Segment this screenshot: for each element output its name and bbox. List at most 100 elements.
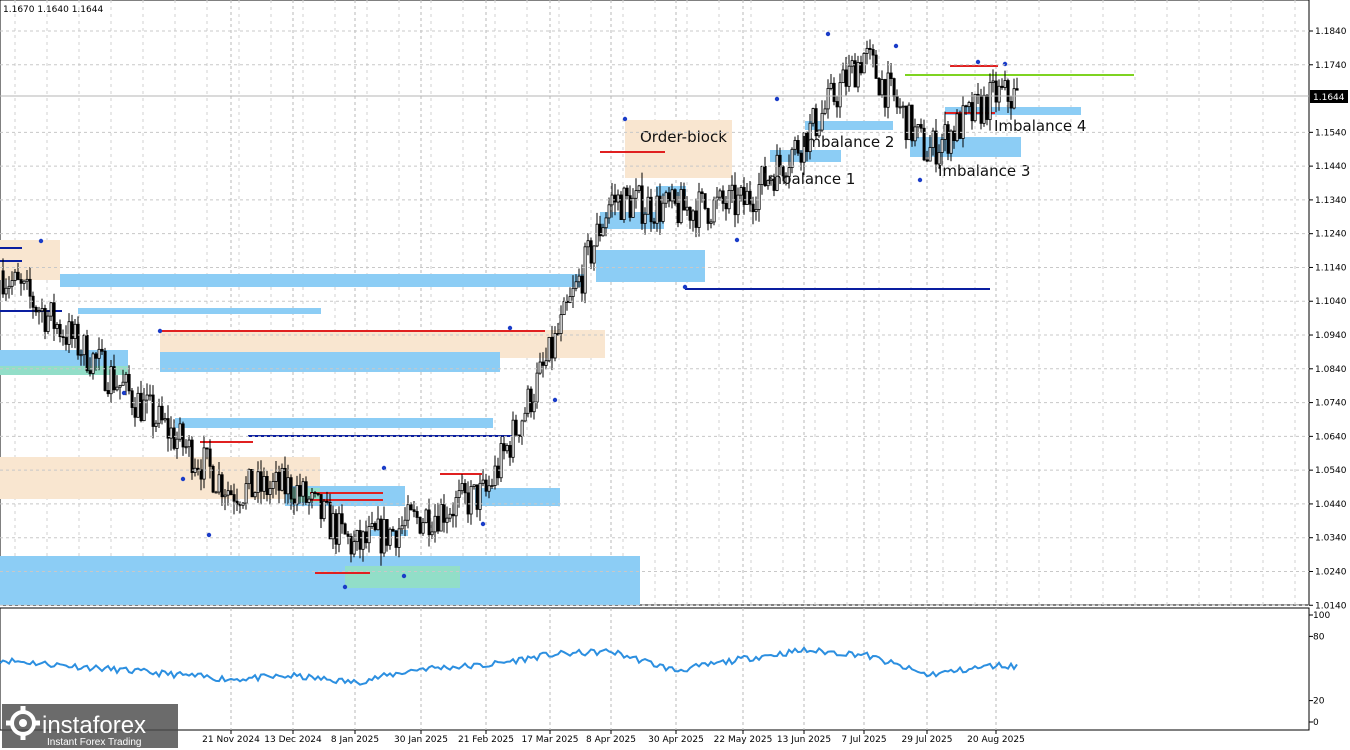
price-tick-label: 1.0640	[1315, 432, 1347, 442]
candle-body	[325, 500, 329, 503]
candle-body	[742, 187, 746, 205]
candle-body	[322, 500, 326, 520]
candle-body	[382, 519, 386, 554]
candle-body	[148, 394, 152, 397]
candle-body	[712, 199, 716, 223]
price-tick-label: 1.1540	[1315, 128, 1347, 138]
price-tick-label: 1.1240	[1315, 230, 1347, 240]
candle-body	[1006, 80, 1010, 102]
candle-body	[565, 300, 569, 303]
candle-body	[334, 513, 338, 545]
time-tick-label: 21 Nov 2024	[202, 735, 260, 745]
candle-body	[655, 195, 659, 224]
candle-body	[700, 191, 704, 194]
candle-body	[232, 494, 236, 502]
candle-body	[64, 337, 68, 345]
candle-body	[340, 513, 344, 525]
candle-body	[838, 82, 842, 108]
candle-body	[175, 438, 179, 449]
candle-body	[379, 518, 383, 554]
candle-body	[469, 486, 473, 515]
indicator-pane[interactable]	[0, 607, 1310, 731]
candle-body	[424, 509, 428, 524]
candle-body	[796, 140, 800, 154]
candle-body	[61, 336, 65, 339]
candle-body	[592, 245, 596, 264]
candle-body	[406, 504, 410, 521]
candle-body	[55, 324, 59, 329]
imbalance-zone	[160, 352, 500, 372]
time-tick-label: 17 Mar 2025	[521, 735, 578, 745]
candle-body	[907, 104, 911, 141]
time-tick-label: 29 Jul 2025	[902, 735, 953, 745]
price-axis: 1.1840 1.1740 1.1540 1.1440 1.1340 1.1240 1.11…	[0, 27, 1347, 611]
candle-body	[1003, 80, 1007, 88]
candle-body	[106, 390, 110, 395]
candle-body	[481, 479, 485, 484]
candle-body	[295, 485, 299, 505]
candle-body	[559, 314, 563, 334]
candle-body	[631, 197, 635, 218]
time-tick-label: 13 Dec 2024	[264, 735, 322, 745]
candle-body	[937, 152, 941, 165]
candle-body	[475, 484, 479, 510]
candle-body	[499, 443, 503, 479]
candle-body	[637, 185, 641, 192]
candle-body	[373, 523, 377, 531]
candle-body	[580, 275, 584, 294]
candle-body	[136, 392, 140, 418]
candle-body	[850, 60, 854, 67]
candle-body	[922, 127, 926, 161]
indicator-tick-label: 20	[1313, 697, 1325, 707]
candle-body	[115, 386, 119, 391]
candle-body	[676, 202, 680, 224]
swing-markers	[38, 31, 1008, 590]
swing-point	[38, 238, 44, 244]
candle-body	[514, 419, 518, 436]
candle-body	[451, 513, 455, 517]
candle-body	[781, 166, 785, 177]
candle-body	[370, 523, 374, 527]
price-tick-label: 1.0740	[1315, 399, 1347, 409]
swing-point	[917, 177, 923, 183]
candle-body	[925, 159, 929, 162]
candle-body	[973, 93, 977, 122]
candle-body	[412, 509, 416, 512]
imbalance-zone	[175, 418, 493, 428]
candle-body	[805, 132, 809, 153]
swing-point	[480, 521, 486, 527]
candle-body	[883, 79, 887, 108]
candle-body	[283, 467, 287, 495]
candle-body	[835, 101, 839, 108]
candle-body	[721, 190, 725, 204]
imbalance-zone	[805, 121, 893, 130]
candle-body	[832, 82, 836, 102]
candle-body	[433, 515, 437, 533]
candle-body	[718, 190, 722, 198]
candle-body	[628, 195, 632, 218]
candle-body	[301, 481, 305, 497]
candle-body	[880, 79, 884, 96]
swing-point	[381, 465, 387, 471]
candle-body	[643, 213, 647, 224]
candle-body	[1012, 88, 1016, 109]
ohlc-readout: 1.1670 1.1640 1.1644	[3, 5, 103, 15]
candle-body	[901, 105, 905, 108]
candle-body	[625, 187, 629, 197]
candle-body	[589, 240, 593, 264]
candle-body	[745, 190, 749, 205]
candle-body	[892, 78, 896, 97]
candles[interactable]	[1, 39, 1019, 566]
candle-body	[43, 308, 47, 332]
candle-body	[103, 350, 107, 391]
candle-body	[22, 280, 26, 284]
candle-body	[868, 47, 872, 50]
candle-body	[841, 69, 845, 84]
candle-body	[361, 531, 365, 550]
candle-body	[286, 477, 290, 495]
indicator-tick-label: 100	[1313, 611, 1330, 621]
candle-body	[142, 399, 146, 422]
candle-body	[961, 105, 965, 139]
candle-body	[607, 204, 611, 219]
